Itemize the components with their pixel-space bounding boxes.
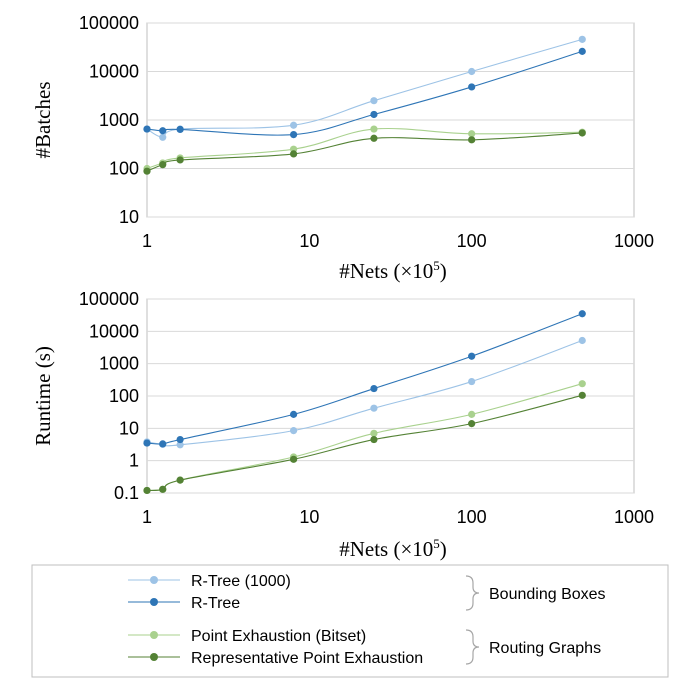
data-point-rtree1000-batches [290, 121, 298, 129]
y-tick-label-batches: 1000 [99, 110, 139, 130]
brace-routing-graphs [465, 629, 480, 665]
data-point-rtree-batches [143, 125, 151, 133]
data-point-rpe-batches [176, 156, 184, 164]
y-tick-label-runtime: 100000 [79, 289, 139, 309]
legend-label-rtree1000: R-Tree (1000) [191, 573, 291, 590]
data-point-rpe-batches [578, 129, 586, 137]
legend-group-routing-graphs: Routing Graphs [489, 640, 601, 657]
data-point-pe_bitset-batches [370, 125, 378, 133]
data-point-rpe-runtime [143, 486, 151, 495]
y-tick-label-batches: 100 [109, 159, 139, 179]
legend-entry-rtree: R-Tree [128, 595, 240, 612]
data-point-rtree1000-batches [370, 97, 378, 105]
data-point-rtree-runtime [290, 410, 298, 418]
data-point-rtree1000-batches [468, 67, 476, 76]
data-point-rpe-runtime [578, 391, 586, 399]
data-point-rtree-runtime [176, 435, 184, 444]
legend-entry-rtree1000: R-Tree (1000) [128, 573, 291, 590]
legend-marker-rtree [150, 598, 158, 606]
series-line-rtree1000-runtime [146, 340, 583, 447]
legend-group-bounding-boxes: Bounding Boxes [489, 586, 606, 603]
y-tick-label-batches: 10 [119, 207, 139, 227]
series-line-pe_bitset-batches [146, 127, 583, 170]
legend-label-pe-bitset: Point Exhaustion (Bitset) [191, 628, 366, 645]
legend-entry-pe-bitset: Point Exhaustion (Bitset) [128, 628, 366, 645]
series-line-rpe-runtime [146, 394, 583, 492]
legend-frame [31, 564, 669, 678]
y-axis-title-batches: #Batches [31, 82, 55, 159]
data-point-rtree-batches [159, 127, 167, 135]
data-point-rtree-batches [176, 125, 184, 134]
data-point-pe_bitset-runtime [468, 410, 476, 418]
data-point-rtree-batches [370, 110, 378, 119]
x-tick-label-runtime: 1 [142, 507, 152, 527]
x-tick-label-batches: 100 [457, 231, 487, 251]
data-point-rpe-batches [468, 136, 476, 144]
batches-chart: #Batches #Nets (×105) 10 100 1000 10000 1000… [31, 13, 654, 283]
data-point-rtree-runtime [468, 352, 476, 360]
series-line-rtree-runtime [146, 313, 583, 445]
y-tick-label-runtime: 10 [119, 418, 139, 438]
data-point-rtree1000-batches [578, 35, 586, 43]
data-point-rtree-runtime [578, 310, 586, 318]
data-point-rtree-batches [578, 47, 586, 55]
data-point-rpe-runtime [290, 455, 298, 463]
x-tick-label-batches: 1000 [614, 231, 654, 251]
series-line-rpe-batches [146, 132, 583, 172]
data-point-rpe-runtime [468, 420, 476, 428]
y-tick-label-runtime: 1000 [99, 354, 139, 374]
data-point-pe_bitset-runtime [578, 380, 586, 388]
legend-marker-rpe [150, 653, 158, 661]
brace-bounding-boxes [465, 575, 480, 611]
data-point-rtree1000-runtime [290, 427, 298, 435]
x-axis-title-batches: #Nets (×105) [339, 258, 447, 283]
x-tick-label-batches: 10 [299, 231, 319, 251]
x-tick-label-runtime: 100 [457, 507, 487, 527]
data-point-rpe-runtime [159, 485, 167, 493]
data-point-rpe-runtime [176, 476, 184, 484]
data-point-rtree-runtime [143, 439, 151, 447]
y-tick-label-runtime: 1 [129, 451, 139, 471]
x-axis-title-runtime: #Nets (×105) [339, 536, 447, 561]
data-point-rtree-batches [468, 83, 476, 91]
data-point-rtree-runtime [159, 440, 167, 448]
y-tick-label-runtime: 10000 [89, 321, 139, 341]
data-point-rpe-batches [159, 161, 167, 169]
x-tick-label-batches: 1 [142, 231, 152, 251]
legend-marker-pe-bitset [150, 631, 158, 639]
y-axis-title-runtime: Runtime (s) [31, 346, 55, 446]
y-tick-label-runtime: 100 [109, 386, 139, 406]
data-point-rpe-runtime [370, 435, 378, 444]
data-point-rtree-runtime [370, 384, 378, 393]
x-tick-label-runtime: 10 [299, 507, 319, 527]
series-line-rtree-batches [146, 50, 583, 136]
data-point-rtree1000-runtime [468, 377, 476, 386]
data-point-pe_bitset-batches [468, 130, 476, 138]
legend-label-rpe: Representative Point Exhaustion [191, 650, 423, 667]
x-tick-label-runtime: 1000 [614, 507, 654, 527]
data-point-rtree1000-runtime [370, 404, 378, 412]
data-point-rpe-batches [143, 167, 151, 175]
y-tick-label-runtime: 0.1 [114, 483, 139, 503]
legend: R-Tree (1000) R-Tree Point Exhaustion (B… [31, 564, 669, 678]
y-tick-label-batches: 10000 [89, 62, 139, 82]
data-point-rtree-batches [290, 130, 298, 139]
legend-label-rtree: R-Tree [191, 595, 240, 612]
legend-marker-rtree1000 [150, 576, 158, 584]
data-point-rpe-batches [370, 134, 378, 142]
data-point-pe_bitset-runtime [370, 429, 378, 437]
data-point-rtree1000-runtime [578, 336, 586, 345]
runtime-chart: Runtime (s) #Nets (×105) 0.1110100100010… [31, 289, 654, 561]
series-line-rtree1000-batches [146, 38, 583, 138]
legend-entry-rpe: Representative Point Exhaustion [128, 650, 423, 667]
data-point-rpe-batches [290, 150, 298, 158]
data-point-rtree1000-runtime [176, 441, 184, 449]
data-point-rtree1000-batches [159, 133, 167, 141]
y-tick-label-batches: 100000 [79, 13, 139, 33]
